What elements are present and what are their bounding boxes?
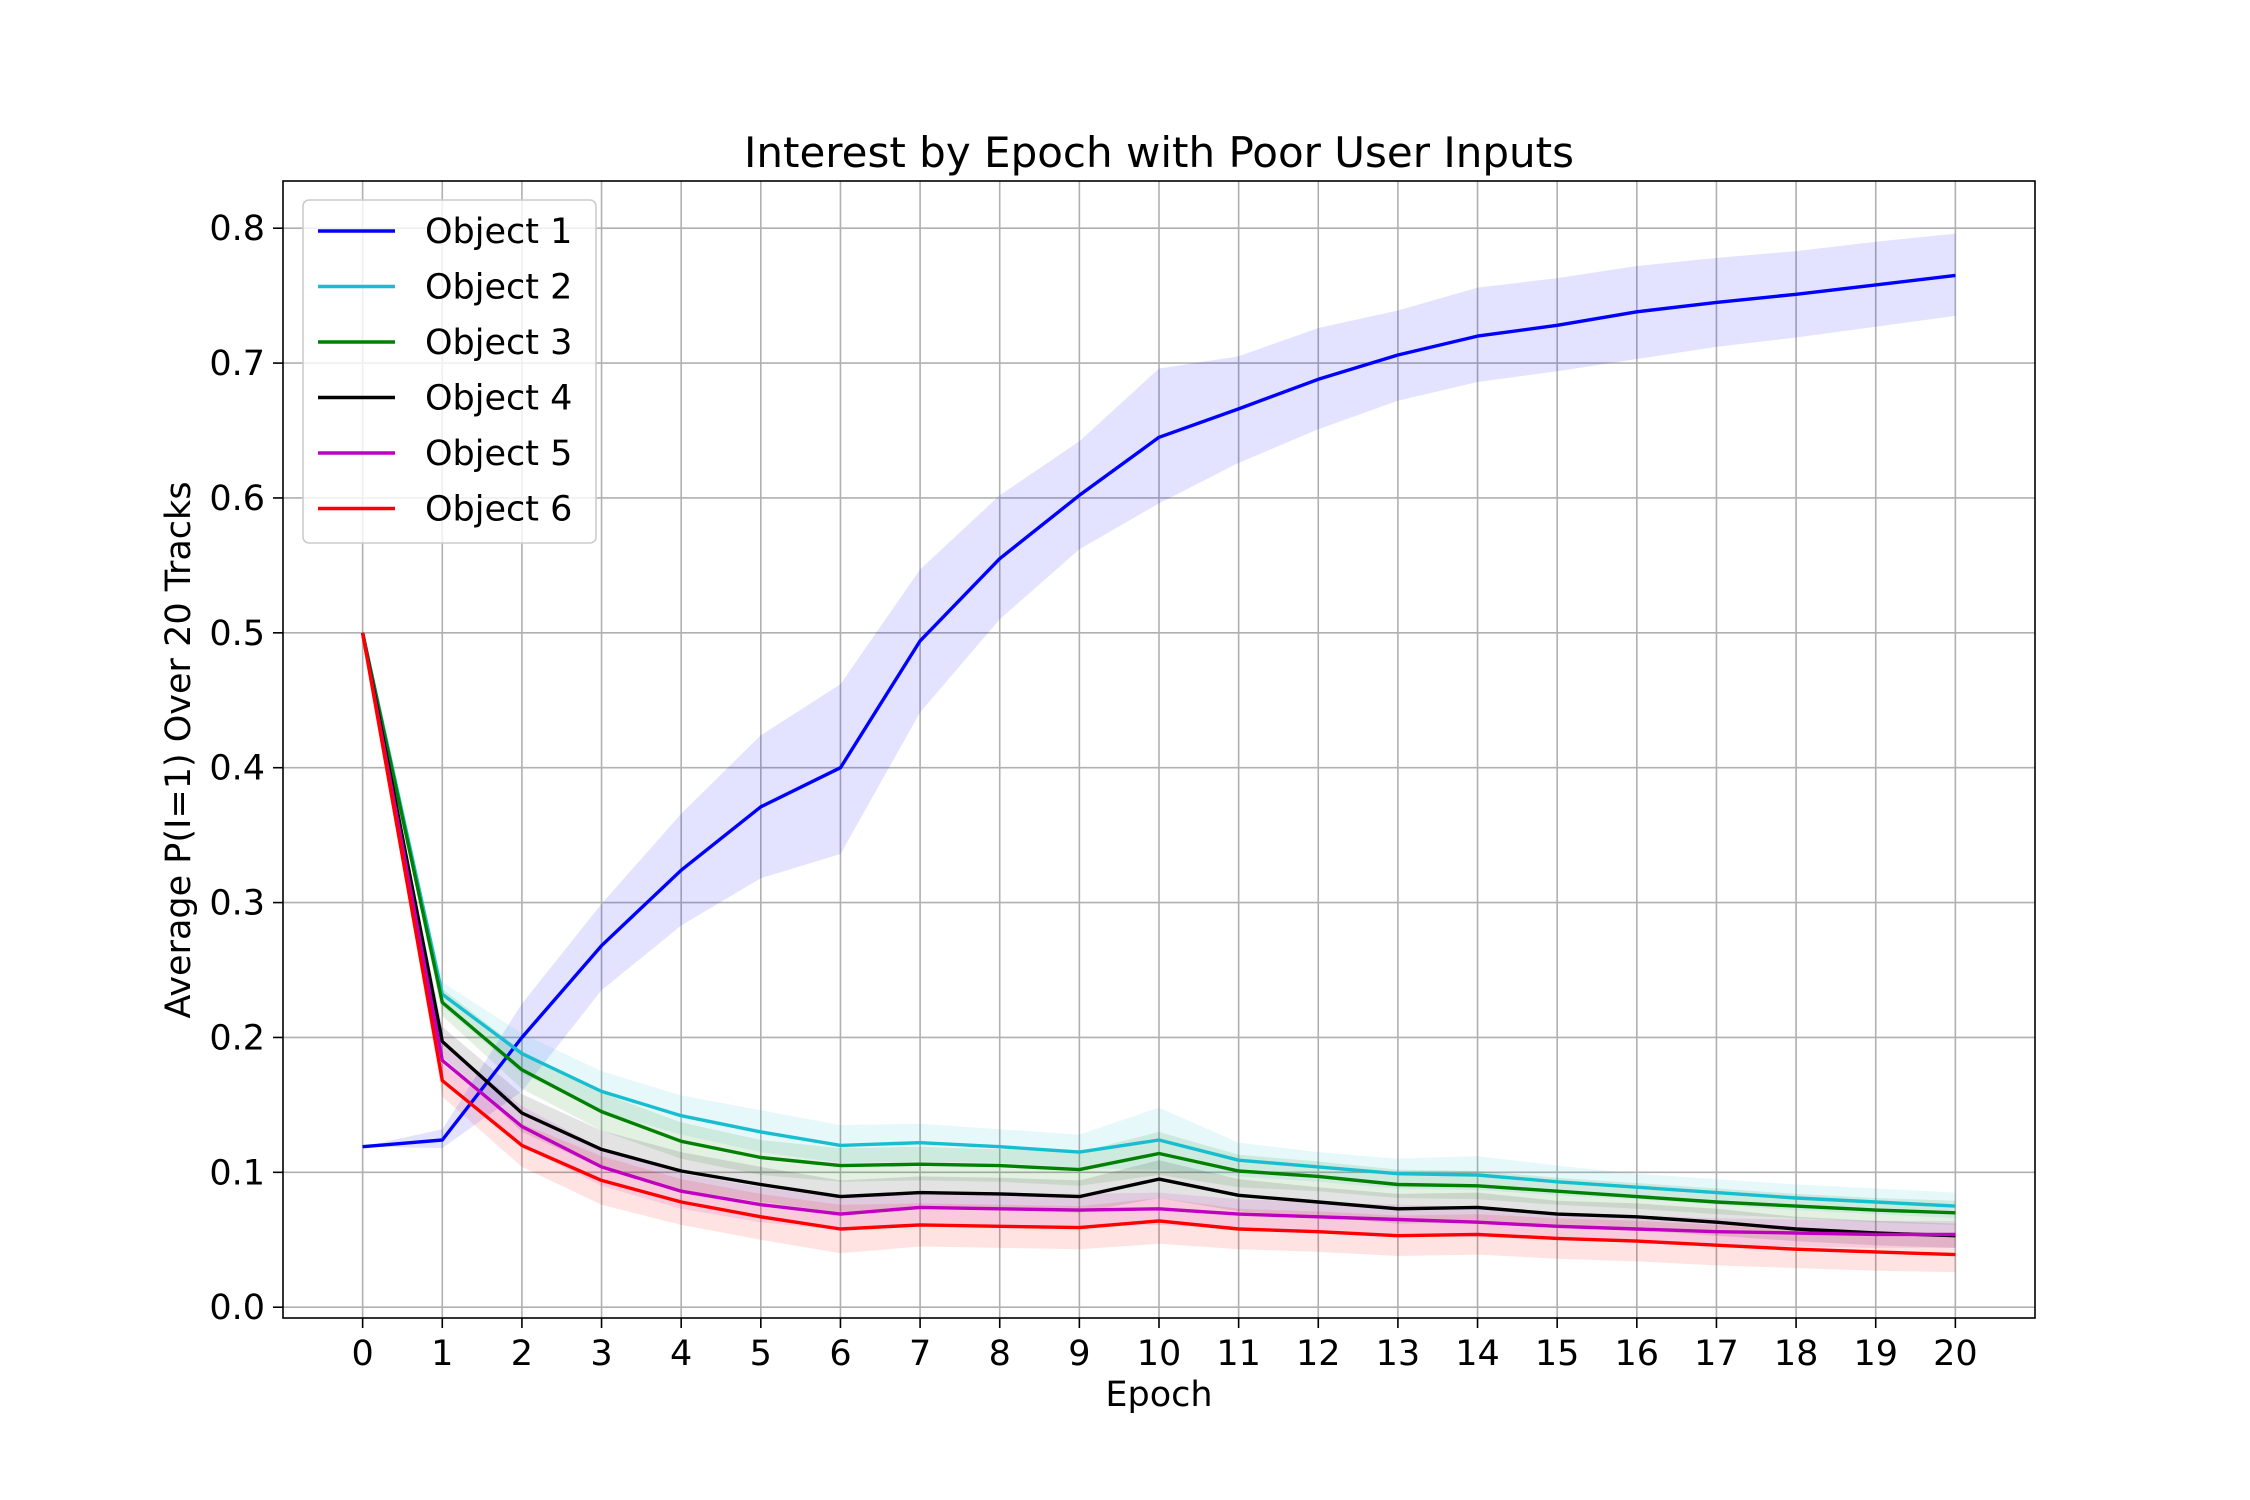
- x-tick-label: 14: [1455, 1334, 1500, 1374]
- x-tick-label: 11: [1216, 1334, 1261, 1374]
- y-tick-label: 0.8: [209, 209, 265, 249]
- x-tick-label: 20: [1933, 1334, 1978, 1374]
- x-tick-label: 17: [1694, 1334, 1739, 1374]
- x-tick-label: 0: [351, 1334, 373, 1374]
- x-tick-label: 7: [909, 1334, 931, 1374]
- legend: Object 1 Object 2 Object 3 Object 4 Object 5…: [302, 199, 597, 544]
- legend-label: Object 5: [425, 434, 572, 474]
- y-axis-label: Average P(I=1) Over 20 Tracks: [159, 481, 199, 1018]
- x-tick-label: 16: [1615, 1334, 1660, 1374]
- y-tick-label: 0.6: [209, 479, 265, 519]
- series-5-line: [360, 632, 1956, 1237]
- y-tick-label: 0.4: [209, 749, 265, 789]
- y-axis-ticks: 0.0 0.1 0.2 0.3 0.4 0.5 0.6 0.7 0.8: [209, 209, 283, 1328]
- series-1-line: [362, 273, 1956, 1149]
- x-tick-label: 15: [1535, 1334, 1580, 1374]
- x-tick-label: 19: [1853, 1334, 1898, 1374]
- x-axis-label: Epoch: [1105, 1375, 1212, 1415]
- y-tick-label: 0.3: [209, 884, 265, 924]
- x-tick-label: 5: [750, 1334, 772, 1374]
- x-tick-label: 4: [670, 1334, 692, 1374]
- legend-label: Object 1: [425, 212, 572, 252]
- legend-label: Object 4: [425, 379, 572, 419]
- y-tick-label: 0.5: [209, 614, 265, 654]
- series-lines: [360, 273, 1956, 1257]
- series-3-line: [360, 632, 1956, 1215]
- series-1-band: [362, 233, 1956, 1149]
- x-tick-label: 1: [431, 1334, 453, 1374]
- y-tick-label: 0.1: [209, 1153, 265, 1193]
- x-tick-label: 9: [1068, 1334, 1090, 1374]
- confidence-bands: [362, 233, 1956, 1273]
- y-tick-label: 0.2: [209, 1018, 265, 1058]
- x-tick-label: 2: [511, 1334, 533, 1374]
- x-tick-label: 6: [829, 1334, 851, 1374]
- y-tick-label: 0.0: [209, 1288, 265, 1328]
- series-4-line: [360, 632, 1956, 1238]
- x-tick-label: 13: [1376, 1334, 1421, 1374]
- legend-label: Object 3: [425, 323, 572, 363]
- y-tick-label: 0.7: [209, 344, 265, 384]
- x-tick-label: 10: [1137, 1334, 1182, 1374]
- x-tick-label: 3: [590, 1334, 612, 1374]
- legend-label: Object 6: [425, 490, 572, 530]
- x-tick-label: 18: [1774, 1334, 1819, 1374]
- x-axis-ticks: 0 1 2 3 4 5 6 7 8 9 10 11 12 13 14 15 16 17 18 19 20: [351, 1318, 1978, 1374]
- series-2-line: [360, 632, 1956, 1208]
- legend-label: Object 2: [425, 268, 572, 308]
- series-6-line: [360, 632, 1956, 1257]
- x-tick-label: 8: [989, 1334, 1011, 1374]
- chart-title: Interest by Epoch with Poor User Inputs: [744, 128, 1574, 177]
- x-tick-label: 12: [1296, 1334, 1341, 1374]
